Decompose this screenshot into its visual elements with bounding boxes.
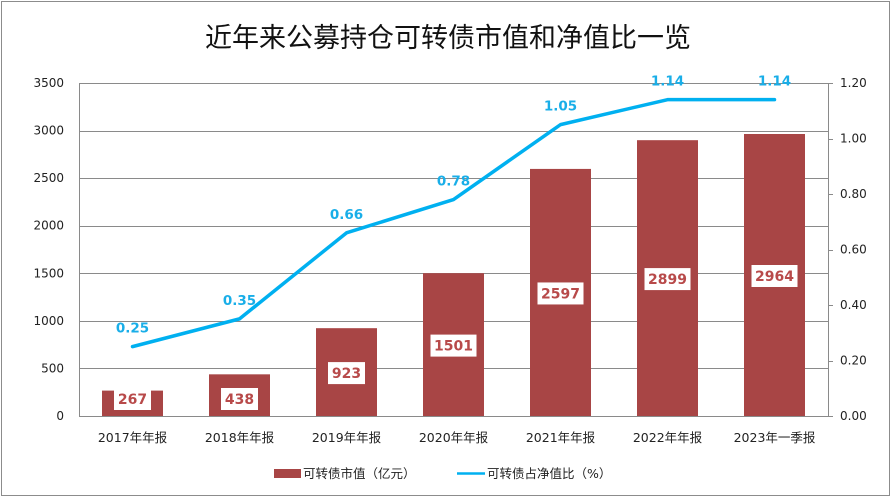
x-axis-ticks: 2017年年报 2018年年报 2019年年报 2020年年报 2021年年报 2022年… xyxy=(98,430,816,445)
left-tick-label: 1000 xyxy=(33,314,64,328)
legend-bar-label: 可转债市值（亿元） xyxy=(303,466,416,481)
x-tick-label: 2021年年报 xyxy=(526,430,596,445)
bar-label-box xyxy=(221,388,258,410)
left-tick-label: 2000 xyxy=(33,219,64,233)
bar-data-label: 267 xyxy=(118,392,147,408)
x-tick-label: 2018年年报 xyxy=(205,430,275,445)
bar-data-label: 923 xyxy=(332,366,361,382)
line-data-label: 0.25 xyxy=(116,321,149,337)
right-tick-label: 0.00 xyxy=(840,409,867,423)
axes xyxy=(79,83,833,417)
bar-data-label: 438 xyxy=(225,392,254,408)
left-tick-label: 1500 xyxy=(33,266,64,280)
bar-data-label: 2899 xyxy=(648,272,687,288)
legend-line-label: 可转债占净值比（%） xyxy=(487,466,611,481)
right-axis-ticks: 0.00 0.20 0.40 0.60 0.80 1.00 1.20 xyxy=(840,76,867,423)
bar-label-box xyxy=(537,282,584,305)
line-data-label: 1.14 xyxy=(758,74,791,90)
right-tick-label: 0.20 xyxy=(840,354,867,368)
legend-bar-swatch xyxy=(274,469,301,478)
line-data-label: 0.66 xyxy=(330,207,363,223)
line-data-label: 0.35 xyxy=(223,293,256,309)
x-tick-label: 2017年年报 xyxy=(98,430,168,445)
bar-label-box xyxy=(114,388,151,410)
line-series xyxy=(130,97,777,349)
right-tick-label: 0.80 xyxy=(840,187,867,201)
left-tick-label: 2500 xyxy=(33,171,64,185)
legend: 可转债市值（亿元） 可转债占净值比（%） xyxy=(274,466,611,481)
line-data-label: 1.14 xyxy=(651,74,684,90)
right-tick-label: 0.60 xyxy=(840,243,867,257)
line-data-label: 0.78 xyxy=(437,174,470,190)
bar-data-label: 2597 xyxy=(541,286,580,302)
bar-label-box xyxy=(328,362,365,385)
left-tick-label: 3000 xyxy=(33,124,64,138)
x-tick-label: 2022年年报 xyxy=(633,430,703,445)
bar-label-box xyxy=(751,264,798,287)
bar-label-box xyxy=(430,334,477,357)
line-data-labels: 0.25 0.35 0.66 0.78 1.05 1.14 1.14 xyxy=(116,74,791,337)
bar-data-labels: 267 438 923 1501 2597 2899 2964 xyxy=(114,264,798,410)
bar-data-label: 2964 xyxy=(755,269,794,285)
left-tick-label: 0 xyxy=(56,409,64,423)
right-tick-label: 1.00 xyxy=(840,132,867,146)
line-data-label: 1.05 xyxy=(544,99,577,115)
x-tick-label: 2020年年报 xyxy=(419,430,489,445)
bar-label-box xyxy=(644,268,691,291)
right-tick-label: 0.40 xyxy=(840,298,867,312)
left-axis-ticks: 0 500 1000 1500 2000 2500 3000 3500 xyxy=(33,76,64,423)
x-tick-label: 2023年一季报 xyxy=(734,430,816,445)
left-tick-label: 500 xyxy=(41,361,64,375)
bar-data-label: 1501 xyxy=(434,339,473,355)
right-tick-label: 1.20 xyxy=(840,76,867,90)
chart-title: 近年来公募持仓可转债市值和净值比一览 xyxy=(205,23,691,54)
x-tick-label: 2019年年报 xyxy=(312,430,382,445)
left-tick-label: 3500 xyxy=(33,76,64,90)
